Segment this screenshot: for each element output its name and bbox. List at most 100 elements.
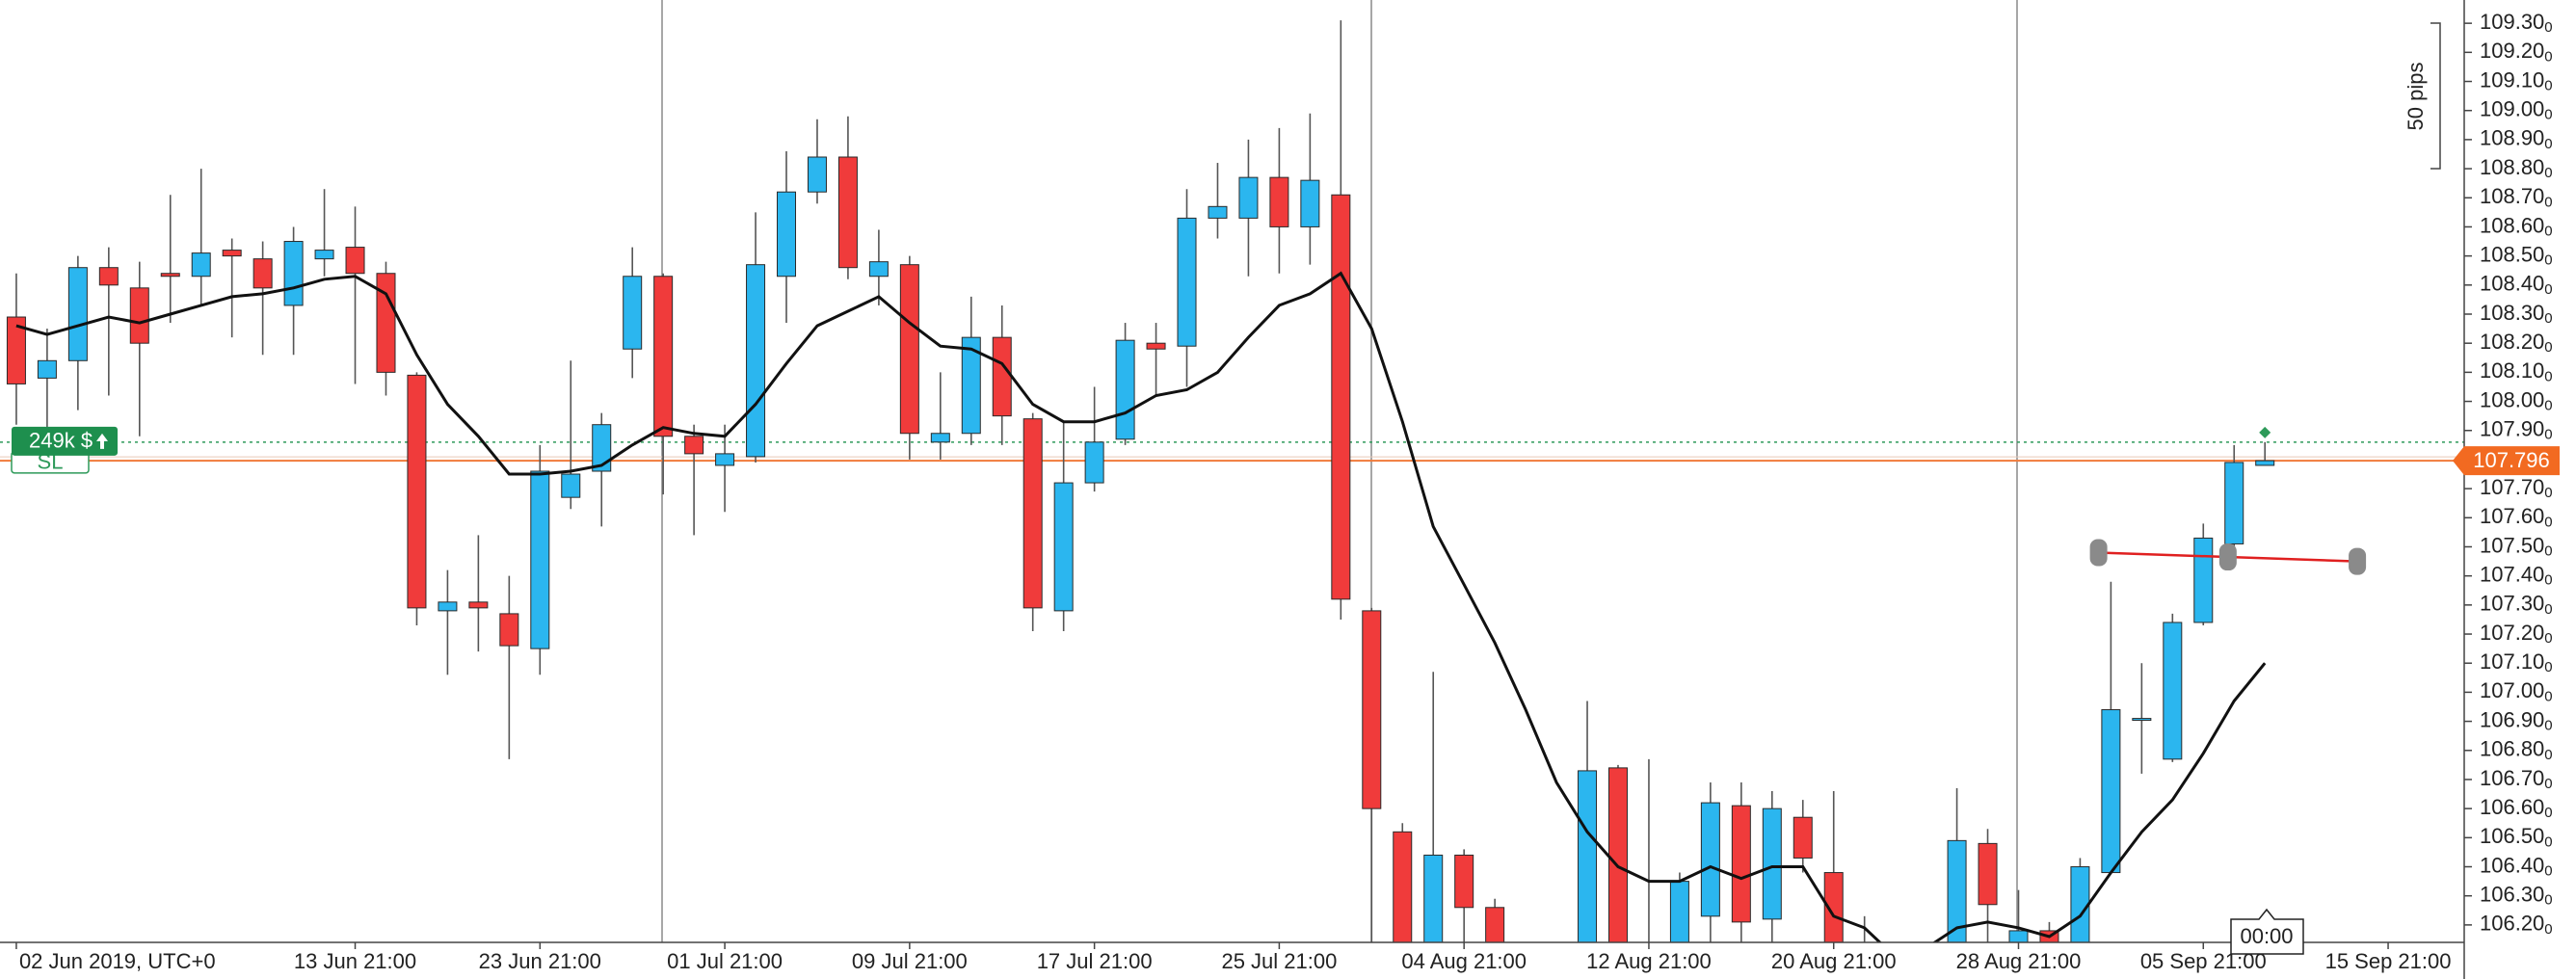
x-tick-label: 01 Jul 21:00 (667, 949, 783, 973)
candle-body (376, 273, 396, 373)
candle-body (684, 436, 704, 455)
candle-body (837, 156, 858, 269)
candle-body (1115, 339, 1135, 440)
candle-body (1485, 907, 1505, 942)
y-tick-label: 106.300 (2480, 883, 2553, 909)
candle-body (2101, 709, 2121, 874)
candle-body (1578, 770, 1598, 942)
y-tick-label: 107.500 (2480, 533, 2553, 559)
ruler-label: 50 pips (2403, 63, 2428, 131)
y-tick-label: 106.900 (2480, 707, 2553, 733)
y-tick-label: 107.900 (2480, 417, 2553, 443)
candle-body (1947, 839, 1967, 942)
y-tick-label: 106.700 (2480, 766, 2553, 792)
candle-body (438, 601, 458, 612)
y-tick-label: 108.400 (2480, 272, 2553, 298)
pips-ruler: 50 pips (2403, 22, 2441, 170)
candle-body (1700, 802, 1720, 917)
candle-body (345, 247, 365, 275)
trend-handle (2349, 547, 2367, 575)
y-tick-label: 109.000 (2480, 97, 2553, 123)
candle-body (1053, 482, 1074, 612)
y-tick-label: 107.600 (2480, 504, 2553, 530)
candle-body (1084, 441, 1104, 484)
y-tick-label: 107.200 (2480, 621, 2553, 647)
y-tick-label: 108.500 (2480, 242, 2553, 268)
moving-average (15, 271, 2267, 942)
candle-body (2070, 866, 2090, 942)
candle-body (98, 267, 119, 286)
candle-body (1393, 831, 1413, 942)
candle-body (530, 470, 550, 649)
candle-body (1454, 854, 1474, 909)
position-badge (12, 426, 118, 456)
candle-body (222, 250, 242, 257)
price-tag-label: 107.796 (2473, 448, 2550, 472)
candle-body (160, 273, 180, 278)
y-tick-label: 106.500 (2480, 824, 2553, 850)
y-tick-label: 106.800 (2480, 737, 2553, 763)
candle-body (868, 261, 889, 278)
candle-body (2255, 460, 2275, 466)
y-tick-label: 107.400 (2480, 562, 2553, 588)
x-tick-label: 23 Jun 21:00 (479, 949, 601, 973)
candle-body (191, 252, 211, 278)
candle-body (283, 241, 304, 306)
candle-body (1177, 217, 1197, 347)
x-tick-label: 04 Aug 21:00 (1401, 949, 1527, 973)
candle-body (468, 601, 489, 609)
candle-body (2132, 718, 2152, 722)
y-tick-label: 109.100 (2480, 67, 2553, 93)
y-tick-label: 107.700 (2480, 475, 2553, 501)
candle-body (1208, 205, 1228, 219)
x-tick-label: 15 Sep 21:00 (2325, 949, 2452, 973)
candle-body (2008, 930, 2029, 942)
x-tick-label: 09 Jul 21:00 (852, 949, 968, 973)
candle-body (992, 336, 1012, 417)
y-tick-label: 106.400 (2480, 853, 2553, 879)
candle-body (961, 336, 981, 435)
plot-area (0, 0, 2464, 942)
candle-body (623, 276, 643, 350)
candle-body (1238, 176, 1259, 219)
candle-body (1022, 418, 1043, 609)
candle-body (1731, 805, 1751, 923)
candle-body (807, 156, 827, 193)
position-label: 249k $ (29, 429, 93, 453)
x-tick-label: 28 Aug 21:00 (1956, 949, 2082, 973)
candle-body (1762, 807, 1782, 920)
price-tag (2453, 446, 2560, 476)
candle-body (746, 264, 766, 458)
x-tick-label: 02 Jun 2019, UTC+0 (19, 949, 216, 973)
y-tick-label: 108.300 (2480, 301, 2553, 327)
candle-body (1146, 342, 1166, 350)
y-tick-label: 108.000 (2480, 387, 2553, 413)
trend-handle (2218, 543, 2237, 571)
candle-body (930, 433, 950, 443)
candle-body (1607, 767, 1628, 942)
x-tick-label: 13 Jun 21:00 (294, 949, 416, 973)
candle-body (1978, 842, 1998, 906)
y-tick-label: 108.100 (2480, 358, 2553, 384)
y-tick-label: 108.900 (2480, 126, 2553, 152)
candle-body (129, 287, 149, 344)
candle-body (2193, 537, 2214, 623)
y-tick-label: 108.700 (2480, 184, 2553, 210)
y-tick-label: 108.800 (2480, 155, 2553, 181)
y-tick-label: 106.600 (2480, 795, 2553, 821)
candle-body (252, 258, 273, 289)
candle-body (2224, 462, 2244, 544)
candle-body (1269, 176, 1289, 227)
y-tick-label: 108.600 (2480, 213, 2553, 239)
time-label: 00:00 (2240, 924, 2293, 948)
y-tick-label: 107.100 (2480, 649, 2553, 675)
y-tick-label: 106.200 (2480, 912, 2553, 938)
candle-body (715, 453, 735, 466)
candle-body (499, 613, 519, 647)
candle-body (592, 424, 612, 472)
candle-body (1423, 854, 1444, 942)
candle-body (67, 267, 88, 361)
marker-diamond (2259, 426, 2271, 438)
